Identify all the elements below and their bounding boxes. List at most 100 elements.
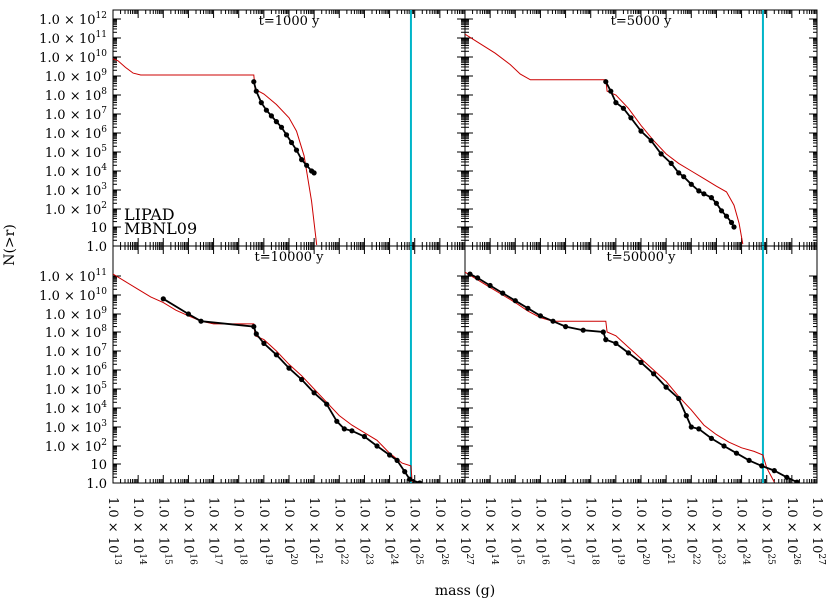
plot-area [465,246,800,483]
panel-4: t=50000 y [464,245,818,484]
y-tick-label: 1.0 × 102 [45,201,107,218]
data-point-lipad [676,170,682,176]
data-point-lipad [600,329,606,335]
y-tick-label: 1.0 × 1010 [39,49,107,66]
data-point-lipad [251,79,257,85]
x-tick-label: 1.0 × 1016 [180,497,197,565]
data-point-lipad [713,200,720,206]
x-tick-label: 1.0 × 1014 [130,497,147,565]
data-point-lipad [407,476,413,482]
panel-title: t=5000 y [611,14,672,29]
data-point-lipad [728,219,735,226]
y-tick-label: 1.0 × 108 [45,87,107,104]
y-tick-label: 1.0 × 107 [45,106,107,123]
data-point-lipad [721,443,727,449]
data-point-lipad [718,208,725,214]
x-tick-label: 1.0 × 1019 [256,497,273,565]
data-point-lipad [613,340,619,346]
data-point-lipad [487,282,493,289]
data-point-lipad [268,113,274,119]
data-point-lipad [288,139,295,146]
y-tick-label: 1.0 × 109 [45,306,107,323]
x-tick-label: 1.0 × 1016 [532,497,549,565]
data-point-lipad [603,337,609,343]
legend: LIPAD MBNL09 [124,205,197,238]
data-point-lipad [299,157,305,163]
data-point-lipad [402,469,408,475]
x-tick-label: 1.0 × 1027 [809,497,826,565]
data-point-lipad [759,463,765,469]
data-point-lipad [258,100,264,106]
y-tick-label: 1.0 × 104 [45,400,107,417]
data-point-lipad [253,88,259,94]
x-tick-label: 1.0 × 1014 [482,497,499,565]
y-tick-label: 10 [90,221,107,236]
y-axis-label: N(>r) [2,224,18,266]
data-point-lipad [304,162,310,168]
data-point-lipad [663,384,669,390]
panel-1: t=1000 y 1.0 10 1.0 × 102 1.0 × 103 1.0 × 104… [39,9,466,255]
data-point-lipad [580,327,586,333]
x-tick-label: 1.0 × 1025 [407,497,424,565]
data-point-lipad [794,479,800,483]
data-point-lipad [341,426,347,432]
x-tick-label: 1.0 × 1015 [155,497,172,565]
data-point-lipad [613,100,619,106]
data-point-lipad [311,390,317,396]
data-point-lipad [286,365,292,371]
y-tick-label: 1.0 × 103 [45,419,107,436]
data-point-lipad [160,296,166,302]
data-point-lipad [603,79,609,85]
data-point-lipad [688,424,694,430]
data-point-lipad [374,443,380,449]
data-point-lipad [683,413,689,419]
data-point-lipad [648,138,654,144]
x-tick-label: 1.0 × 1025 [759,497,776,565]
panel-title: t=1000 y [259,14,320,29]
data-point-lipad [198,318,204,324]
series-line-mbnl09 [113,273,413,483]
data-point-lipad [278,124,285,130]
y-tick-label: 1.0 × 107 [45,343,107,360]
data-point-lipad [251,324,257,330]
x-tick-label: 1.0 × 1018 [231,497,248,565]
data-point-lipad [475,275,481,281]
data-point-lipad [500,290,506,296]
x-tick-label: 1.0 × 1023 [356,497,373,565]
data-point-lipad [387,452,393,458]
y-tick-label: 1.0 × 1011 [39,30,107,47]
x-tick-label: 1.0 × 1020 [281,497,298,565]
y-tick-label: 1.0 × 1012 [39,11,107,28]
data-point-lipad [361,433,367,440]
data-point-lipad [696,188,702,194]
data-point-lipad [525,305,531,311]
x-tick-label: 1.0 × 1013 [105,497,122,565]
x-tick-label: 1.0 × 1017 [206,497,223,565]
data-point-lipad [512,298,518,304]
x-tick-label: 1.0 × 1024 [382,497,399,565]
data-point-lipad [676,395,682,402]
y-tick-label: 1.0 × 108 [45,324,107,341]
data-point-lipad [273,119,279,125]
x-tick-label: 1.0 × 1021 [658,497,675,565]
data-point-lipad [746,457,752,463]
panel-2: t=5000 y [464,9,818,247]
x-tick-label: 1.0 × 1019 [608,497,625,565]
data-point-lipad [417,480,423,483]
x-tick-label: 1.0 × 1023 [708,497,725,565]
data-point-lipad [784,474,790,480]
x-tick-label: 1.0 × 1024 [734,497,751,565]
data-point-lipad [324,401,330,407]
data-point-lipad [263,107,269,113]
data-point-lipad [681,174,687,180]
data-point-lipad [638,359,644,365]
plot-layer: t=1000 y 1.0 10 1.0 × 102 1.0 × 103 1.0 × 104… [39,9,826,565]
data-point-lipad [293,147,300,153]
data-point-lipad [723,213,730,219]
data-point-lipad [668,160,674,166]
x-tick-label: 1.0 × 1026 [784,497,801,565]
plot-area [113,10,412,246]
data-point-lipad [731,224,737,230]
